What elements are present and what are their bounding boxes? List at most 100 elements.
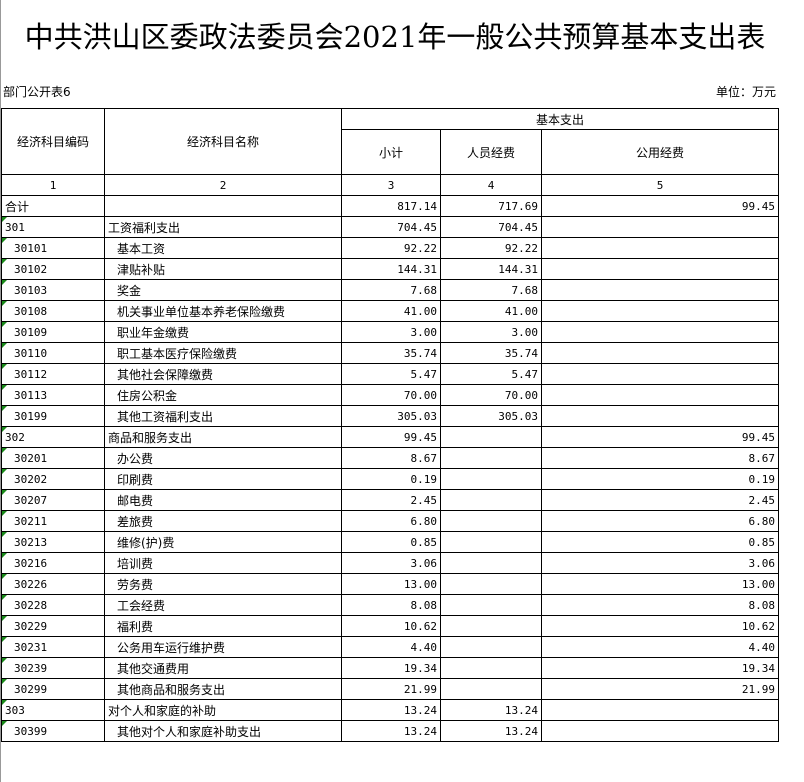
public-cell[interactable] (541, 720, 779, 742)
subtotal-cell[interactable]: 704.45 (341, 216, 441, 238)
public-cell[interactable]: 8.08 (541, 594, 779, 616)
public-cell[interactable] (541, 321, 779, 343)
public-cell[interactable]: 21.99 (541, 678, 779, 700)
name-cell[interactable]: 奖金 (104, 279, 342, 301)
code-cell[interactable]: 30239 (1, 657, 105, 679)
public-cell[interactable] (541, 405, 779, 427)
personnel-cell[interactable] (440, 573, 542, 595)
code-cell[interactable]: 302 (1, 426, 105, 448)
subtotal-cell[interactable]: 5.47 (341, 363, 441, 385)
code-cell[interactable]: 30213 (1, 531, 105, 553)
code-cell[interactable]: 30202 (1, 468, 105, 490)
name-cell[interactable]: 住房公积金 (104, 384, 342, 406)
name-cell[interactable]: 职业年金缴费 (104, 321, 342, 343)
personnel-cell[interactable]: 3.00 (440, 321, 542, 343)
name-cell[interactable]: 机关事业单位基本养老保险缴费 (104, 300, 342, 322)
public-cell[interactable]: 19.34 (541, 657, 779, 679)
subtotal-cell[interactable]: 21.99 (341, 678, 441, 700)
code-cell[interactable]: 30211 (1, 510, 105, 532)
subtotal-cell[interactable]: 99.45 (341, 426, 441, 448)
subtotal-cell[interactable]: 4.40 (341, 636, 441, 658)
public-cell[interactable]: 0.19 (541, 468, 779, 490)
public-cell[interactable] (541, 258, 779, 280)
public-cell[interactable]: 3.06 (541, 552, 779, 574)
public-cell[interactable]: 0.85 (541, 531, 779, 553)
name-cell[interactable]: 其他社会保障缴费 (104, 363, 342, 385)
personnel-cell[interactable] (440, 531, 542, 553)
personnel-cell[interactable] (440, 426, 542, 448)
subtotal-cell[interactable]: 8.67 (341, 447, 441, 469)
subtotal-cell[interactable]: 3.00 (341, 321, 441, 343)
code-cell[interactable]: 30101 (1, 237, 105, 259)
name-cell[interactable]: 其他交通费用 (104, 657, 342, 679)
subtotal-cell[interactable]: 8.08 (341, 594, 441, 616)
public-cell[interactable] (541, 237, 779, 259)
name-cell[interactable]: 邮电费 (104, 489, 342, 511)
subtotal-cell[interactable]: 70.00 (341, 384, 441, 406)
name-cell[interactable]: 福利费 (104, 615, 342, 637)
name-cell[interactable]: 对个人和家庭的补助 (104, 699, 342, 721)
name-cell[interactable]: 商品和服务支出 (104, 426, 342, 448)
code-cell[interactable]: 30216 (1, 552, 105, 574)
public-cell[interactable] (541, 363, 779, 385)
code-cell[interactable]: 30102 (1, 258, 105, 280)
public-cell[interactable]: 4.40 (541, 636, 779, 658)
subtotal-cell[interactable]: 0.19 (341, 468, 441, 490)
subtotal-cell[interactable]: 41.00 (341, 300, 441, 322)
personnel-cell[interactable]: 13.24 (440, 699, 542, 721)
subtotal-cell[interactable]: 817.14 (341, 195, 441, 217)
personnel-cell[interactable] (440, 510, 542, 532)
public-cell[interactable]: 2.45 (541, 489, 779, 511)
public-cell[interactable]: 99.45 (541, 195, 779, 217)
personnel-cell[interactable]: 41.00 (440, 300, 542, 322)
code-cell[interactable]: 30103 (1, 279, 105, 301)
name-cell[interactable]: 维修(护)费 (104, 531, 342, 553)
name-cell[interactable]: 基本工资 (104, 237, 342, 259)
name-cell[interactable]: 培训费 (104, 552, 342, 574)
subtotal-cell[interactable]: 0.85 (341, 531, 441, 553)
personnel-cell[interactable]: 717.69 (440, 195, 542, 217)
code-cell[interactable]: 303 (1, 699, 105, 721)
personnel-cell[interactable]: 70.00 (440, 384, 542, 406)
personnel-cell[interactable] (440, 468, 542, 490)
public-cell[interactable] (541, 699, 779, 721)
name-cell[interactable]: 津贴补贴 (104, 258, 342, 280)
public-cell[interactable] (541, 216, 779, 238)
code-cell[interactable]: 30229 (1, 615, 105, 637)
personnel-cell[interactable]: 144.31 (440, 258, 542, 280)
code-cell[interactable]: 30108 (1, 300, 105, 322)
code-cell[interactable]: 30110 (1, 342, 105, 364)
public-cell[interactable]: 10.62 (541, 615, 779, 637)
subtotal-cell[interactable]: 144.31 (341, 258, 441, 280)
public-cell[interactable] (541, 342, 779, 364)
name-cell[interactable]: 办公费 (104, 447, 342, 469)
name-cell[interactable]: 其他工资福利支出 (104, 405, 342, 427)
code-cell[interactable]: 合计 (1, 195, 105, 217)
subtotal-cell[interactable]: 10.62 (341, 615, 441, 637)
subtotal-cell[interactable]: 7.68 (341, 279, 441, 301)
public-cell[interactable]: 99.45 (541, 426, 779, 448)
code-cell[interactable]: 30228 (1, 594, 105, 616)
personnel-cell[interactable] (440, 594, 542, 616)
code-cell[interactable]: 30399 (1, 720, 105, 742)
name-cell[interactable]: 其他对个人和家庭补助支出 (104, 720, 342, 742)
personnel-cell[interactable] (440, 657, 542, 679)
public-cell[interactable]: 8.67 (541, 447, 779, 469)
subtotal-cell[interactable]: 92.22 (341, 237, 441, 259)
code-cell[interactable]: 301 (1, 216, 105, 238)
public-cell[interactable]: 13.00 (541, 573, 779, 595)
public-cell[interactable] (541, 279, 779, 301)
subtotal-cell[interactable]: 13.24 (341, 699, 441, 721)
code-cell[interactable]: 30299 (1, 678, 105, 700)
code-cell[interactable]: 30226 (1, 573, 105, 595)
name-cell[interactable]: 职工基本医疗保险缴费 (104, 342, 342, 364)
name-cell[interactable]: 公务用车运行维护费 (104, 636, 342, 658)
subtotal-cell[interactable]: 2.45 (341, 489, 441, 511)
code-cell[interactable]: 30112 (1, 363, 105, 385)
name-cell[interactable]: 工会经费 (104, 594, 342, 616)
name-cell[interactable]: 其他商品和服务支出 (104, 678, 342, 700)
personnel-cell[interactable] (440, 447, 542, 469)
subtotal-cell[interactable]: 3.06 (341, 552, 441, 574)
subtotal-cell[interactable]: 13.24 (341, 720, 441, 742)
name-cell[interactable]: 印刷费 (104, 468, 342, 490)
